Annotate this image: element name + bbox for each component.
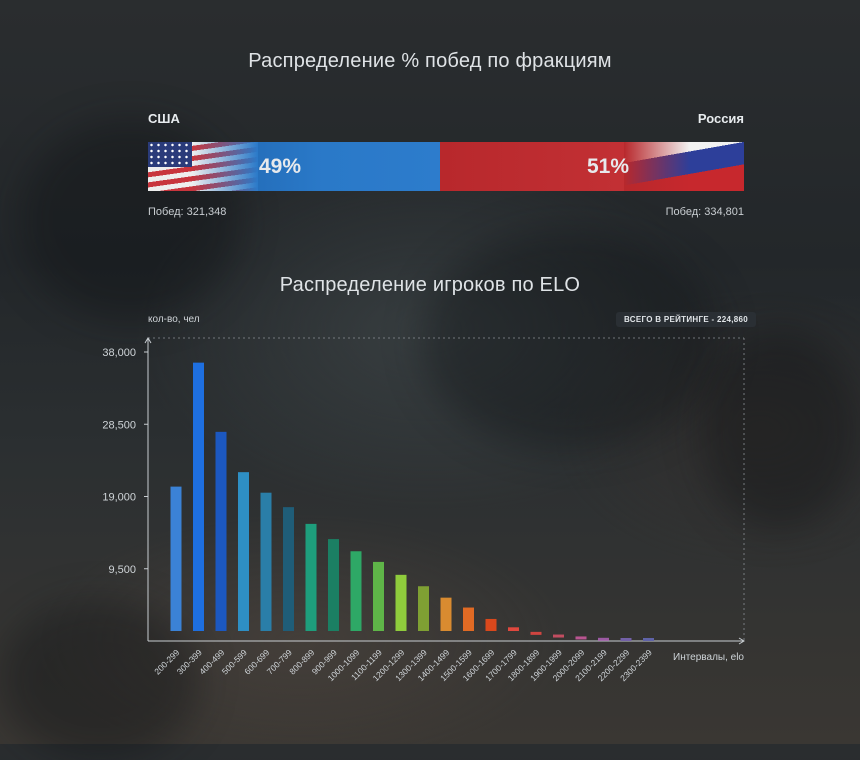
bar [373, 561, 384, 631]
bar [463, 607, 474, 631]
usa-flag-icon [148, 142, 258, 191]
bar [440, 597, 452, 631]
bar [305, 523, 317, 631]
elo-title: Распределение игроков по ELO [279, 274, 581, 296]
bar [283, 507, 294, 631]
usa-bar-segment [148, 142, 440, 191]
x-axis-label: Интервалы, elo [673, 652, 744, 663]
y-tick-label: 19,000 [102, 492, 136, 504]
bar [553, 634, 564, 638]
bar [215, 431, 227, 631]
bar [530, 631, 542, 635]
bar [508, 627, 519, 631]
bar [170, 486, 182, 631]
russia-bar-segment [440, 142, 744, 191]
bar [620, 638, 632, 641]
bar [575, 636, 587, 640]
bar [350, 551, 362, 631]
russia-label: Россия [697, 111, 744, 126]
bar [328, 539, 339, 631]
usa-wins: Побед: 321,348 [148, 206, 227, 218]
usa-label: США [148, 111, 180, 126]
y-axis-arrow-icon [144, 337, 152, 344]
russia-pct: 51% [586, 155, 629, 178]
faction-bar: 49% 51% [148, 142, 744, 191]
background-shape [420, 230, 720, 450]
elo-chart: 9,50019,00028,50038,000200-299300-399400… [102, 337, 745, 683]
y-axis-label: кол-во, чел [148, 314, 200, 325]
total-badge: ВСЕГО В РЕЙТИНГЕ - 224,860 [616, 312, 756, 327]
bar [193, 362, 204, 631]
russia-wins: Побед: 334,801 [665, 206, 744, 218]
y-tick-label: 28,500 [102, 419, 136, 431]
bar [238, 472, 249, 631]
background-shape [700, 330, 860, 530]
bar [643, 638, 654, 641]
russia-flag-icon [624, 142, 744, 191]
bar [485, 618, 497, 631]
background-shape [0, 600, 200, 760]
bar [418, 586, 429, 631]
x-axis-arrow-icon [738, 637, 745, 645]
bar [598, 637, 609, 641]
bar [395, 574, 407, 631]
usa-pct: 49% [259, 155, 302, 178]
bar [260, 492, 272, 631]
y-tick-label: 9,500 [108, 564, 136, 576]
faction-title: Распределение % побед по фракциям [248, 50, 612, 72]
y-tick-label: 38,000 [102, 347, 136, 359]
